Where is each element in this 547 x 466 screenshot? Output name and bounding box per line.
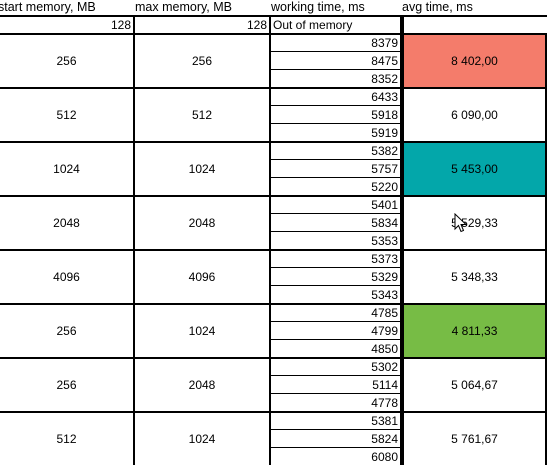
cell-start-memory[interactable]: 4096 — [0, 249, 135, 303]
cell-max-memory[interactable]: 1024 — [135, 303, 271, 357]
cell-working-time[interactable]: 6433 — [271, 87, 402, 105]
header-working-time[interactable]: working time, ms — [271, 0, 365, 15]
cell-out-of-memory[interactable]: Out of memory — [271, 15, 402, 33]
cell-working-time[interactable]: 5919 — [271, 123, 402, 141]
cell-start-memory[interactable]: 512 — [0, 87, 135, 141]
cell-working-time[interactable]: 5834 — [271, 213, 402, 231]
cell-avg-empty[interactable] — [402, 15, 547, 33]
cell-working-time[interactable]: 5401 — [271, 195, 402, 213]
cell-start-memory[interactable]: 1024 — [0, 141, 135, 195]
cell-working-time[interactable]: 5343 — [271, 285, 402, 303]
cell-max-128[interactable]: 128 — [135, 15, 271, 33]
cell-working-time[interactable]: 4778 — [271, 393, 402, 411]
cell-start-memory[interactable]: 2048 — [0, 195, 135, 249]
cell-start-memory[interactable]: 512 — [0, 411, 135, 465]
cell-working-time[interactable]: 5329 — [271, 267, 402, 285]
cell-max-memory[interactable]: 4096 — [135, 249, 271, 303]
cell-avg-time[interactable]: 5 529,33 — [402, 195, 547, 249]
header-max-memory[interactable]: max memory, MB — [135, 0, 232, 15]
cell-working-time[interactable]: 5757 — [271, 159, 402, 177]
cell-working-time[interactable]: 8475 — [271, 51, 402, 69]
cell-max-memory[interactable]: 1024 — [135, 141, 271, 195]
cell-working-time[interactable]: 5373 — [271, 249, 402, 267]
cell-working-time[interactable]: 5918 — [271, 105, 402, 123]
cell-working-time[interactable]: 5381 — [271, 411, 402, 429]
cell-avg-time[interactable]: 5 348,33 — [402, 249, 547, 303]
cell-max-memory[interactable]: 1024 — [135, 411, 271, 465]
cell-avg-time[interactable]: 5 761,67 — [402, 411, 547, 465]
cell-max-memory[interactable]: 2048 — [135, 357, 271, 411]
cell-avg-time[interactable]: 5 453,00 — [402, 141, 547, 195]
cell-working-time[interactable]: 4850 — [271, 339, 402, 357]
cell-working-time[interactable]: 5824 — [271, 429, 402, 447]
cell-working-time[interactable]: 5353 — [271, 231, 402, 249]
cell-start-memory[interactable]: 256 — [0, 33, 135, 87]
cell-start-memory[interactable]: 256 — [0, 303, 135, 357]
cell-start-128[interactable]: 128 — [0, 15, 135, 33]
cell-max-memory[interactable]: 256 — [135, 33, 271, 87]
cell-working-time[interactable]: 5114 — [271, 375, 402, 393]
cell-avg-time[interactable]: 6 090,00 — [402, 87, 547, 141]
cell-working-time[interactable]: 4785 — [271, 303, 402, 321]
header-start-memory[interactable]: start memory, MB — [0, 0, 96, 15]
cell-working-time[interactable]: 5302 — [271, 357, 402, 375]
cell-working-time[interactable]: 5220 — [271, 177, 402, 195]
cell-max-memory[interactable]: 2048 — [135, 195, 271, 249]
cell-working-time[interactable]: 8379 — [271, 33, 402, 51]
cell-max-memory[interactable]: 512 — [135, 87, 271, 141]
header-avg-time[interactable]: avg time, ms — [402, 0, 473, 15]
cell-working-time[interactable]: 6080 — [271, 447, 402, 465]
cell-avg-time[interactable]: 4 811,33 — [402, 303, 547, 357]
cell-working-time[interactable]: 4799 — [271, 321, 402, 339]
cell-working-time[interactable]: 8352 — [271, 69, 402, 87]
cell-avg-time[interactable]: 8 402,00 — [402, 33, 547, 87]
cell-avg-time[interactable]: 5 064,67 — [402, 357, 547, 411]
cell-start-memory[interactable]: 256 — [0, 357, 135, 411]
cell-working-time[interactable]: 5382 — [271, 141, 402, 159]
